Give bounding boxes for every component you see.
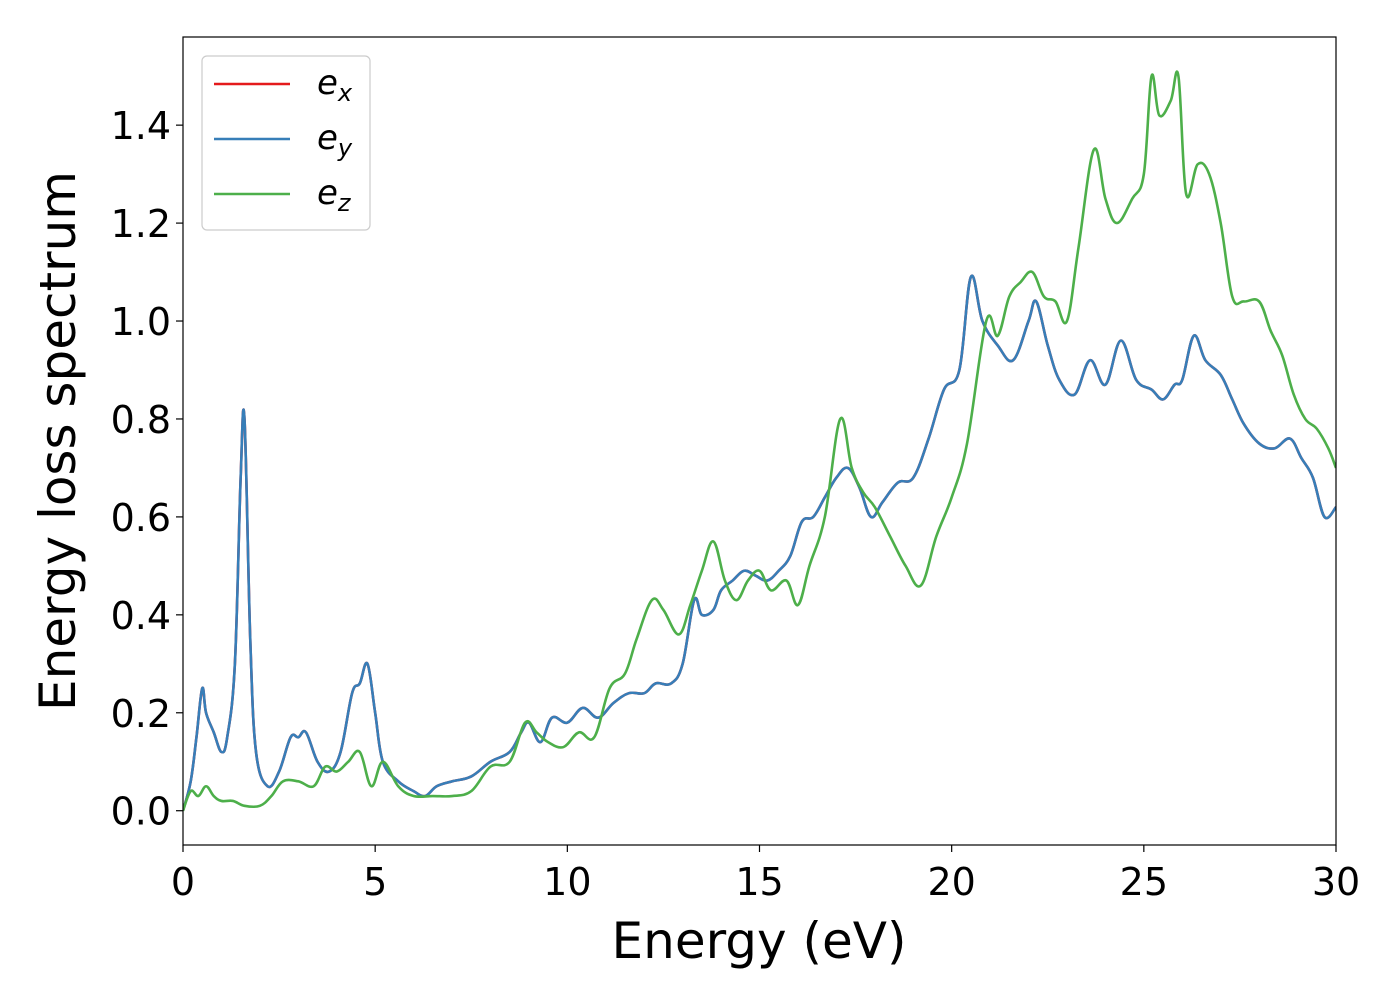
series-layer <box>183 70 1336 812</box>
x-axis-ticks: 0 5 10 15 20 25 30 <box>171 845 1360 904</box>
legend-label-e-x: ex <box>317 63 353 107</box>
y-axis-title: Energy loss spectrum <box>29 171 87 711</box>
x-axis-title: Energy (eV) <box>612 912 907 970</box>
legend-label-e-z: ez <box>317 173 352 217</box>
x-tick-label: 15 <box>735 860 783 904</box>
x-tick-label: 25 <box>1120 860 1168 904</box>
legend: ex ey ez <box>201 55 371 231</box>
y-tick-label: 1.2 <box>111 202 171 246</box>
y-tick-label: 1.4 <box>111 104 171 148</box>
x-tick-label: 30 <box>1312 860 1360 904</box>
y-tick-label: 0.0 <box>111 790 171 834</box>
series-line-e-y <box>183 274 1336 812</box>
y-tick-label: 0.6 <box>111 496 171 540</box>
y-axis-ticks: 0.0 0.2 0.4 0.6 0.8 1.0 1.2 1.4 <box>111 104 183 834</box>
series-line-e-z <box>183 70 1336 812</box>
y-tick-label: 0.8 <box>111 398 171 442</box>
x-tick-label: 10 <box>543 860 591 904</box>
y-tick-label: 0.2 <box>111 692 171 736</box>
y-tick-label: 0.4 <box>111 594 171 638</box>
x-tick-label: 20 <box>927 860 975 904</box>
x-tick-label: 0 <box>171 860 195 904</box>
y-tick-label: 1.0 <box>111 300 171 344</box>
legend-label-e-y: ey <box>317 118 353 162</box>
legend-box <box>201 55 371 231</box>
x-tick-label: 5 <box>363 860 387 904</box>
